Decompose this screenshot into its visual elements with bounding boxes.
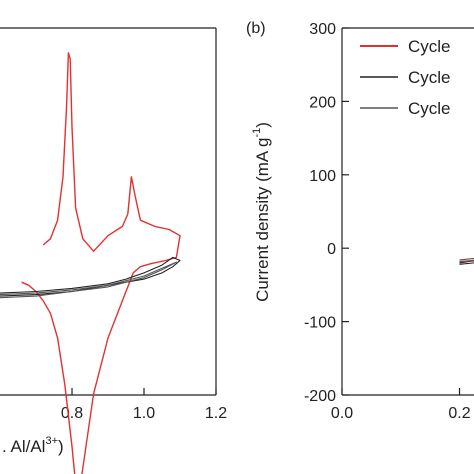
panel-a-x-axis-title: . Al/Al3+) bbox=[2, 435, 64, 456]
panel-b-curves bbox=[459, 257, 474, 265]
legend-label: Cycle bbox=[408, 99, 451, 118]
panel-a-x-tick-label: 1.0 bbox=[133, 405, 155, 422]
panel-b-x-tick-label: 0.0 bbox=[331, 405, 353, 422]
panel-b-y-ticks: 300 200 100 0 -100 -200 bbox=[304, 21, 349, 405]
panel-a-x-ticks: 0.8 1.0 1.2 bbox=[61, 388, 227, 422]
panel-b-series-line bbox=[459, 259, 474, 262]
panel-a-series-line bbox=[0, 256, 181, 297]
panel-a-curves bbox=[0, 52, 181, 474]
legend-label: Cycle bbox=[408, 68, 451, 87]
panel-a-x-tick-label: 1.2 bbox=[205, 405, 227, 422]
panel-a-x-tick-label: 0.8 bbox=[61, 405, 83, 422]
panel-b-x-tick-label: 0.2 bbox=[448, 405, 470, 422]
panel-b-y-tick-label: 0 bbox=[327, 241, 336, 258]
panel-b-x-ticks: 0.0 0.2 bbox=[331, 388, 471, 422]
panel-b-legend: Cycle Cycle Cycle bbox=[360, 37, 451, 118]
panel-a-series-line bbox=[0, 261, 177, 299]
panel-b-label: (b) bbox=[246, 20, 266, 37]
panel-b-y-tick-label: -100 bbox=[304, 315, 336, 332]
panel-b-y-axis-title: Current density (mA g-1) bbox=[251, 122, 272, 302]
panel-a: 0.8 1.0 1.2 . Al/Al3+) bbox=[0, 27, 227, 474]
panel-b-y-tick-label: 100 bbox=[309, 168, 336, 185]
legend-label: Cycle bbox=[408, 37, 451, 56]
panel-a-series-line bbox=[21, 52, 181, 474]
panel-b-y-tick-label: 200 bbox=[309, 94, 336, 111]
panel-b-y-tick-label: -200 bbox=[304, 388, 336, 405]
panel-b-y-tick-label: 300 bbox=[309, 21, 336, 38]
